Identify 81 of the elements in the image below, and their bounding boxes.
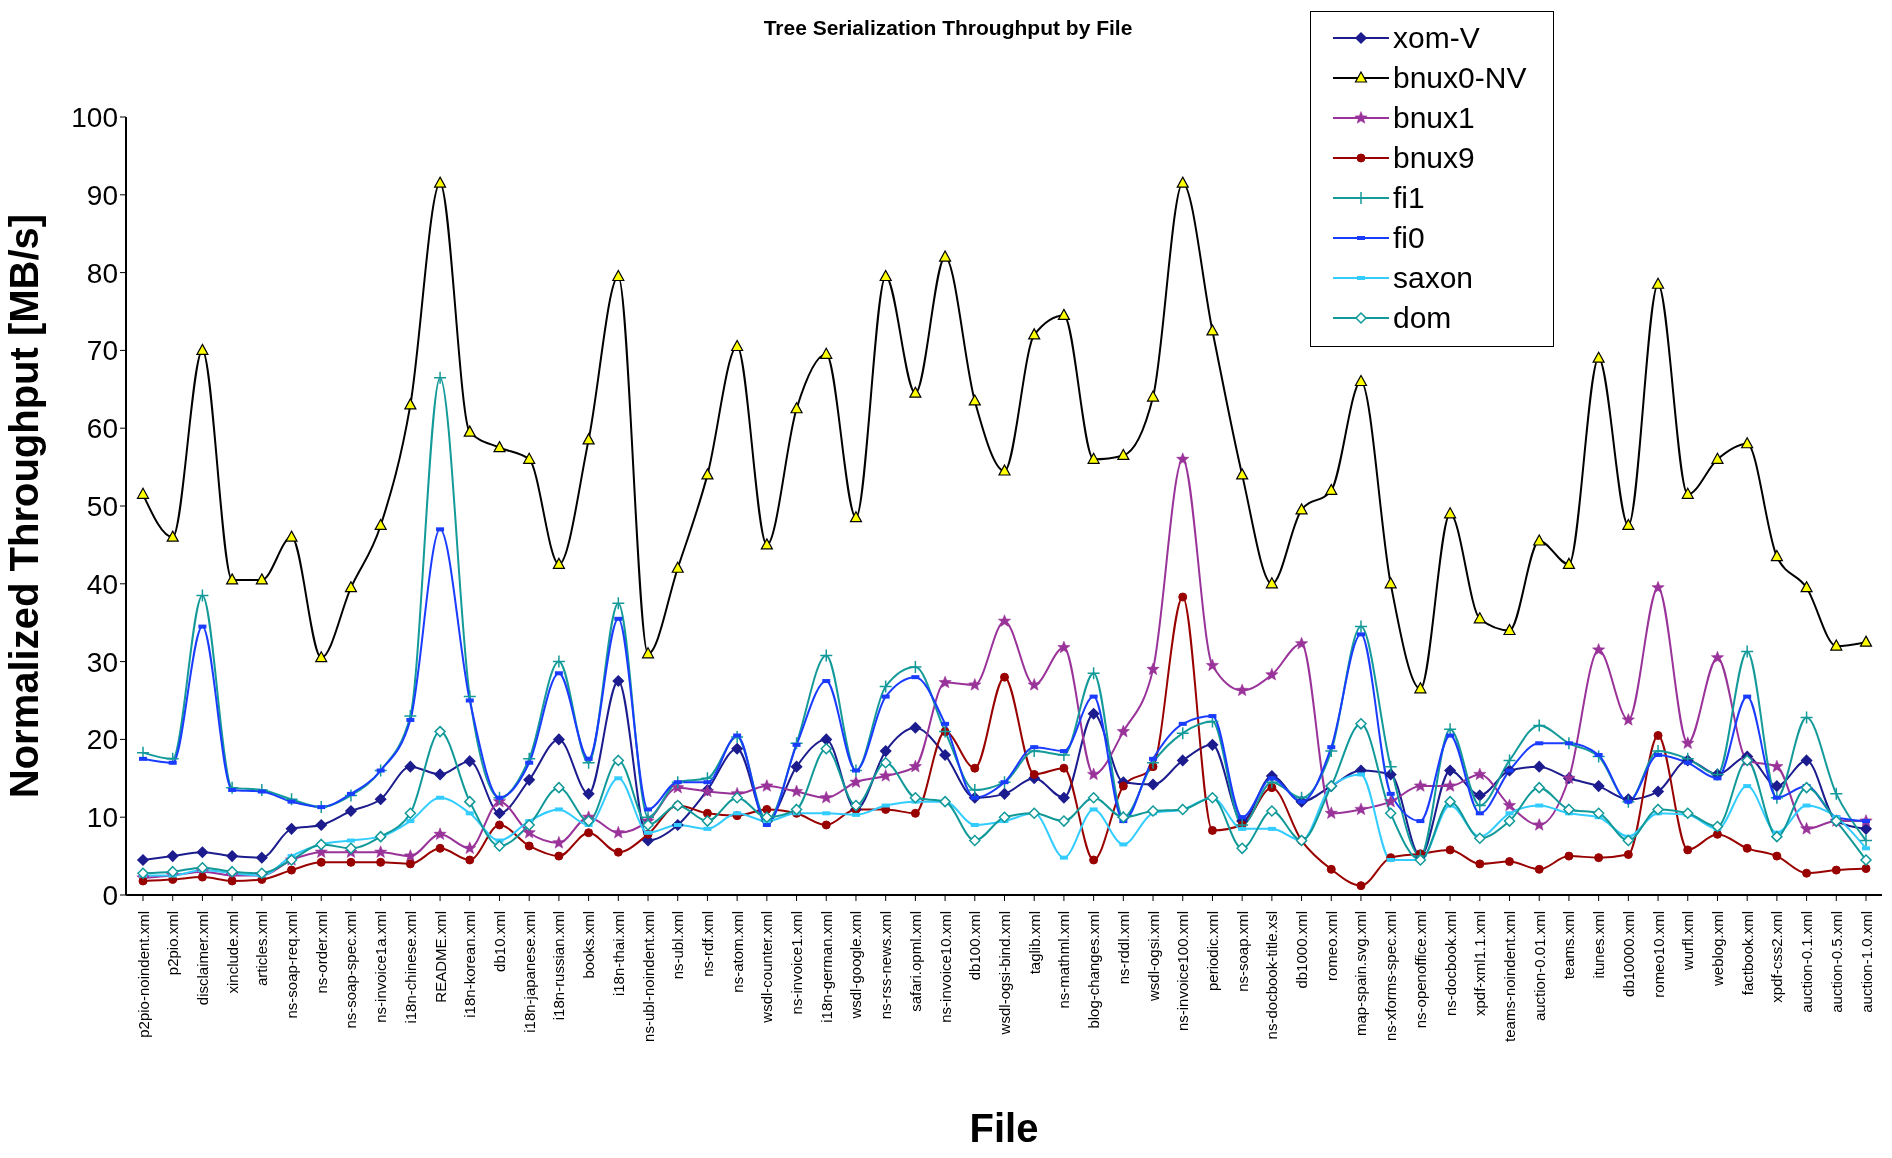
x-tick-label: i18n-chinese.xml <box>401 911 419 1024</box>
x-tick-label: i18n-thai.xml <box>609 911 627 997</box>
x-tick-label: auction-0.01.xml <box>1530 911 1548 1022</box>
x-tick-label: safari.opml.xml <box>906 911 924 1012</box>
x-tick-label: ns-rddl.xml <box>1114 911 1132 985</box>
x-tick-label: ns-mathml.xml <box>1055 911 1073 1009</box>
x-tick-label: teams-noindent.xml <box>1501 911 1519 1042</box>
x-tick-label: ns-openoffice.xml <box>1411 911 1429 1029</box>
y-tick-label: 100 <box>71 101 118 133</box>
x-tick-label: romeo10.xml <box>1649 911 1667 998</box>
x-tick-label: ns-soap.xml <box>1233 911 1251 992</box>
chart-title: Tree Serialization Throughput by File <box>763 16 1133 39</box>
x-tick-label: romeo.xml <box>1322 911 1340 982</box>
legend-label: bnux9 <box>1393 141 1475 175</box>
x-tick-label: p2pio.xml <box>164 911 182 976</box>
legend-label: dom <box>1393 301 1452 335</box>
x-tick-label: ns-xforms-spec.xml <box>1382 911 1400 1042</box>
x-tick-label: taglib.xml <box>1025 911 1043 975</box>
x-tick-label: ns-invoice100.xml <box>1174 911 1192 1032</box>
x-tick-label: teams.xml <box>1560 911 1578 980</box>
legend-label: xom-V <box>1393 21 1480 55</box>
x-tick-label: xpdf-xml1.1.xml <box>1471 911 1489 1017</box>
x-tick-label: ns-invoice10.xml <box>936 911 954 1023</box>
x-tick-label: ns-invoice1a.xml <box>372 911 390 1023</box>
x-tick-label: db100.xml <box>966 911 984 981</box>
legend-label: fi1 <box>1393 181 1425 215</box>
x-tick-label: map-spain.svg.xml <box>1352 911 1370 1037</box>
y-tick-label: 80 <box>86 257 118 289</box>
x-tick-label: ns-docbook-title.xsl <box>1263 911 1281 1040</box>
x-tick-label: ns-rdf.xml <box>698 911 716 977</box>
x-tick-label: factbook.xml <box>1738 911 1756 996</box>
x-tick-label: books.xml <box>580 911 598 979</box>
x-tick-label: i18n-japanese.xml <box>520 911 538 1033</box>
x-tick-label: periodic.xml <box>1203 911 1221 992</box>
x-tick-label: db10000.xml <box>1619 911 1637 997</box>
y-tick-label: 60 <box>86 413 118 445</box>
y-tick-label: 40 <box>86 568 118 600</box>
x-tick-label: ns-rss-news.xml <box>877 911 895 1020</box>
x-tick-label: ns-ubl.xml <box>669 911 687 980</box>
x-tick-label: i18n-korean.xml <box>461 911 479 1018</box>
y-tick-label: 20 <box>86 724 118 756</box>
x-axis-title: File <box>969 1106 1039 1150</box>
x-tick-label: weblog.xml <box>1708 911 1726 988</box>
y-tick-label: 90 <box>86 179 118 211</box>
x-tick-label: wsdl-ogsi.xml <box>1144 911 1162 1003</box>
x-tick-label: ns-soap-req.xml <box>283 911 301 1019</box>
x-tick-label: auction-0.5.xml <box>1827 911 1845 1013</box>
x-tick-label: p2pio-noindent.xml <box>134 911 152 1038</box>
x-tick-label: db1000.xml <box>1293 911 1311 989</box>
x-tick-label: wurfl.xml <box>1679 911 1697 972</box>
x-tick-label: ns-soap-spec.xml <box>342 911 360 1029</box>
y-tick-label: 10 <box>86 802 118 834</box>
x-tick-label: ns-docbook.xml <box>1441 911 1459 1017</box>
legend-label: bnux1 <box>1393 101 1475 135</box>
x-tick-label: ns-invoice1.xml <box>788 911 806 1015</box>
x-tick-label: xinclude.xml <box>223 911 241 994</box>
x-tick-label: db10.xml <box>490 911 508 972</box>
y-tick-label: 50 <box>86 490 118 522</box>
x-tick-label: auction-1.0.xml <box>1857 911 1875 1013</box>
x-tick-label: ns-atom.xml <box>728 911 746 993</box>
x-tick-label: wsdl-ogsi-bind.xml <box>996 911 1013 1036</box>
legend-label: fi0 <box>1393 221 1425 255</box>
x-tick-label: disclaimer.xml <box>193 911 211 1006</box>
x-tick-label: auction-0.1.xml <box>1798 911 1816 1013</box>
x-tick-label: i18n-russian.xml <box>550 911 568 1021</box>
x-tick-label: ns-ubl-noindent.xml <box>639 911 657 1042</box>
x-tick-label: wsdl-counter.xml <box>758 911 776 1024</box>
x-tick-label: articles.xml <box>253 911 271 987</box>
y-axis-title: Normalized Throughput [MB/s] <box>2 213 47 799</box>
x-tick-label: i18n-german.xml <box>817 911 835 1023</box>
y-tick-label: 70 <box>86 335 118 367</box>
legend-label: bnux0-NV <box>1393 61 1527 95</box>
x-tick-label: README.xml <box>431 911 449 1003</box>
y-tick-label: 0 <box>102 879 118 911</box>
x-tick-label: ns-order.xml <box>312 911 330 994</box>
x-tick-label: blog-changes.xml <box>1085 911 1103 1029</box>
x-tick-label: xpdf-css2.xml <box>1768 911 1786 1003</box>
y-tick-label: 30 <box>86 646 118 678</box>
legend-label: saxon <box>1393 261 1474 295</box>
x-tick-label: itunes.xml <box>1590 911 1608 979</box>
x-tick-label: wsdl-google.xml <box>847 911 865 1020</box>
